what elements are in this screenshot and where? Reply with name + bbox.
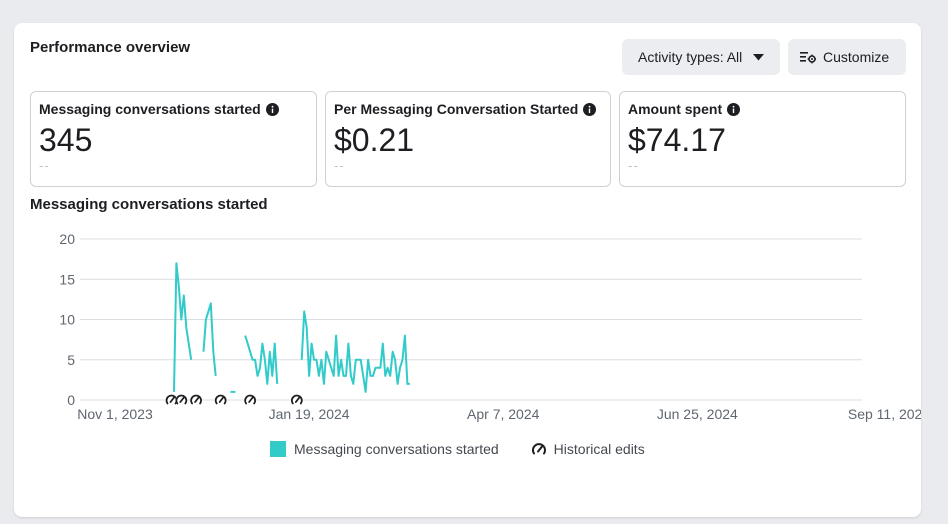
legend-item-series[interactable]: Messaging conversations started [270, 441, 499, 457]
series-line [300, 310, 410, 393]
activity-types-label: Activity types: All [638, 49, 743, 65]
x-tick-label: Jun 25, 2024 [657, 406, 738, 422]
historical-edit-needle [218, 396, 225, 403]
x-tick-label: Sep 11, 2024 [848, 406, 921, 422]
y-tick-label: 10 [59, 312, 75, 328]
historical-edit-needle [248, 396, 254, 403]
metric-label: Messaging conversations started [39, 101, 261, 117]
info-icon[interactable] [265, 102, 279, 116]
metric-label: Amount spent [628, 101, 723, 117]
y-tick-label: 15 [59, 271, 75, 287]
legend-edits-label: Historical edits [553, 441, 645, 457]
series-line [244, 335, 279, 385]
line-chart[interactable]: 0 5 10 15 20 Nov 1, 2023 Jan 19, 2024 Apr 7, 20… [14, 23, 921, 433]
legend-item-historical-edits[interactable]: Historical edits [531, 441, 645, 457]
metric-comparison: -- [39, 158, 50, 173]
performance-overview-panel: Performance overview Activity types: All… [14, 23, 921, 517]
legend-series-label: Messaging conversations started [294, 441, 499, 457]
metric-label-row: Amount spent [628, 101, 741, 117]
metric-card-amount-spent[interactable]: Amount spent $74.17 -- [619, 91, 906, 187]
historical-edit-icon [244, 394, 257, 405]
customize-button[interactable]: Customize [788, 39, 906, 75]
metric-value: $74.17 [628, 122, 726, 158]
historical-edit-needle [179, 396, 185, 403]
y-tick-label: 0 [67, 392, 75, 408]
y-tick-label: 20 [59, 231, 75, 247]
historical-edit-icon [214, 394, 227, 405]
metric-value: 345 [39, 122, 93, 158]
page-title: Performance overview [30, 39, 191, 56]
metric-card-cost-per-conversation[interactable]: Per Messaging Conversation Started $0.21… [325, 91, 611, 187]
series-line [202, 302, 217, 376]
metric-comparison: -- [628, 158, 639, 173]
historical-edit-needle [294, 396, 301, 403]
customize-columns-icon [800, 50, 816, 64]
metric-card-conversations[interactable]: Messaging conversations started 345 -- [30, 91, 317, 187]
metric-value: $0.21 [334, 122, 415, 158]
historical-edit-icon [175, 394, 188, 405]
customize-label: Customize [823, 49, 890, 65]
info-icon[interactable] [727, 102, 741, 116]
series-line [173, 262, 193, 392]
chart-legend: Messaging conversations started Historic… [270, 441, 645, 457]
x-tick-label: Nov 1, 2023 [77, 406, 153, 422]
info-icon[interactable] [583, 102, 597, 116]
metric-label-row: Per Messaging Conversation Started [334, 101, 597, 117]
y-tick-label: 5 [67, 352, 75, 368]
chevron-down-icon [753, 53, 765, 61]
historical-edit-icon [190, 394, 202, 405]
legend-swatch [270, 441, 286, 457]
metric-label: Per Messaging Conversation Started [334, 101, 579, 117]
historical-edit-icon [290, 394, 303, 405]
historical-edits-icon [531, 443, 546, 455]
chart-title: Messaging conversations started [30, 196, 268, 213]
historical-edit-needle [169, 396, 175, 403]
historical-edit-needle [194, 396, 200, 403]
metric-label-row: Messaging conversations started [39, 101, 279, 117]
x-tick-label: Jan 19, 2024 [269, 406, 350, 422]
activity-types-dropdown[interactable]: Activity types: All [622, 39, 780, 75]
x-tick-label: Apr 7, 2024 [467, 406, 540, 422]
metric-comparison: -- [334, 158, 345, 173]
